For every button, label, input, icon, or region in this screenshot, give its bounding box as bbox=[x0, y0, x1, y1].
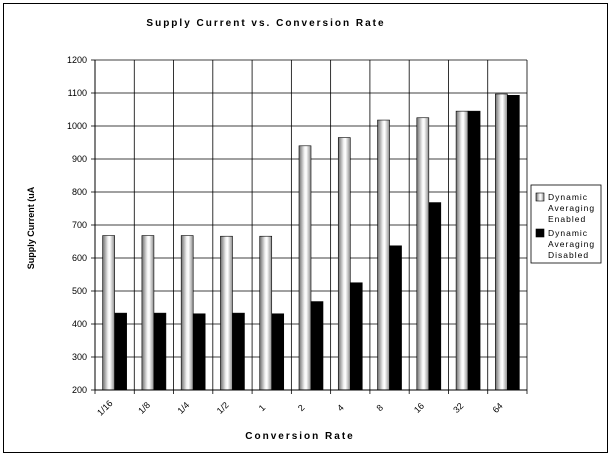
legend-label: Dynamic bbox=[548, 192, 588, 202]
bar-disabled bbox=[467, 110, 481, 391]
y-tick-label: 1000 bbox=[67, 121, 87, 131]
y-tick-label: 800 bbox=[72, 187, 87, 197]
legend-label: Averaging bbox=[548, 203, 595, 213]
y-tick-label: 1100 bbox=[68, 88, 87, 98]
y-axis-label: Supply Current (uA bbox=[26, 186, 36, 269]
x-tick-label: 1/4 bbox=[175, 400, 191, 416]
legend-swatch bbox=[535, 192, 545, 202]
bar-enabled bbox=[495, 93, 508, 391]
legend-label: Averaging bbox=[548, 239, 595, 249]
bar-disabled bbox=[349, 282, 363, 391]
chart-frame: Supply Current vs. Conversion Rate Suppl… bbox=[3, 3, 608, 453]
x-tick-label: 1/8 bbox=[136, 400, 152, 416]
bar-enabled bbox=[102, 235, 115, 391]
bar-disabled bbox=[114, 312, 127, 391]
bar-enabled bbox=[337, 137, 351, 391]
x-tick-label: 1/16 bbox=[95, 398, 114, 417]
legend-swatch bbox=[535, 228, 545, 238]
y-tick-label: 900 bbox=[72, 154, 87, 164]
y-tick-label: 1200 bbox=[67, 55, 87, 65]
axes bbox=[91, 59, 528, 394]
bar-disabled bbox=[428, 202, 442, 391]
bar-enabled bbox=[416, 117, 430, 391]
x-tick-label: 2 bbox=[296, 403, 307, 414]
bar-disabled bbox=[153, 312, 167, 391]
bar-enabled bbox=[455, 110, 469, 391]
chart-svg: Supply Current vs. Conversion Rate Suppl… bbox=[26, 18, 602, 442]
bars bbox=[102, 93, 520, 391]
legend-label: Disabled bbox=[548, 250, 589, 260]
bar-enabled bbox=[298, 145, 312, 391]
bar-disabled bbox=[507, 95, 520, 391]
bar-enabled bbox=[220, 235, 233, 391]
y-tick-label: 600 bbox=[72, 253, 87, 263]
bar-enabled bbox=[259, 235, 273, 391]
y-tick-label: 300 bbox=[72, 352, 87, 362]
legend-label: Enabled bbox=[548, 214, 586, 224]
y-tick-label: 500 bbox=[72, 286, 87, 296]
bar-disabled bbox=[389, 245, 402, 391]
x-tick-label: 4 bbox=[335, 403, 346, 414]
y-tick-label: 200 bbox=[72, 385, 87, 395]
x-tick-label: 16 bbox=[412, 401, 426, 415]
x-tick-label: 64 bbox=[491, 401, 505, 415]
x-tick-label: 1 bbox=[257, 403, 268, 414]
bar-enabled bbox=[141, 235, 155, 391]
legend: DynamicAveragingEnabledDynamicAveragingD… bbox=[530, 184, 602, 264]
bar-disabled bbox=[310, 301, 324, 391]
bar-enabled bbox=[180, 235, 194, 391]
x-tick-label: 32 bbox=[451, 401, 465, 415]
bar-disabled bbox=[232, 312, 245, 391]
chart-title: Supply Current vs. Conversion Rate bbox=[146, 18, 385, 29]
bar-disabled bbox=[271, 313, 285, 391]
x-tick-label: 8 bbox=[374, 403, 385, 414]
legend-label: Dynamic bbox=[548, 228, 588, 238]
x-tick-label: 1/2 bbox=[215, 400, 231, 416]
bar-disabled bbox=[192, 313, 206, 391]
x-axis-label: Conversion Rate bbox=[245, 431, 354, 442]
bar-enabled bbox=[377, 119, 390, 391]
y-tick-label: 700 bbox=[72, 220, 87, 230]
y-tick-label: 400 bbox=[72, 319, 87, 329]
